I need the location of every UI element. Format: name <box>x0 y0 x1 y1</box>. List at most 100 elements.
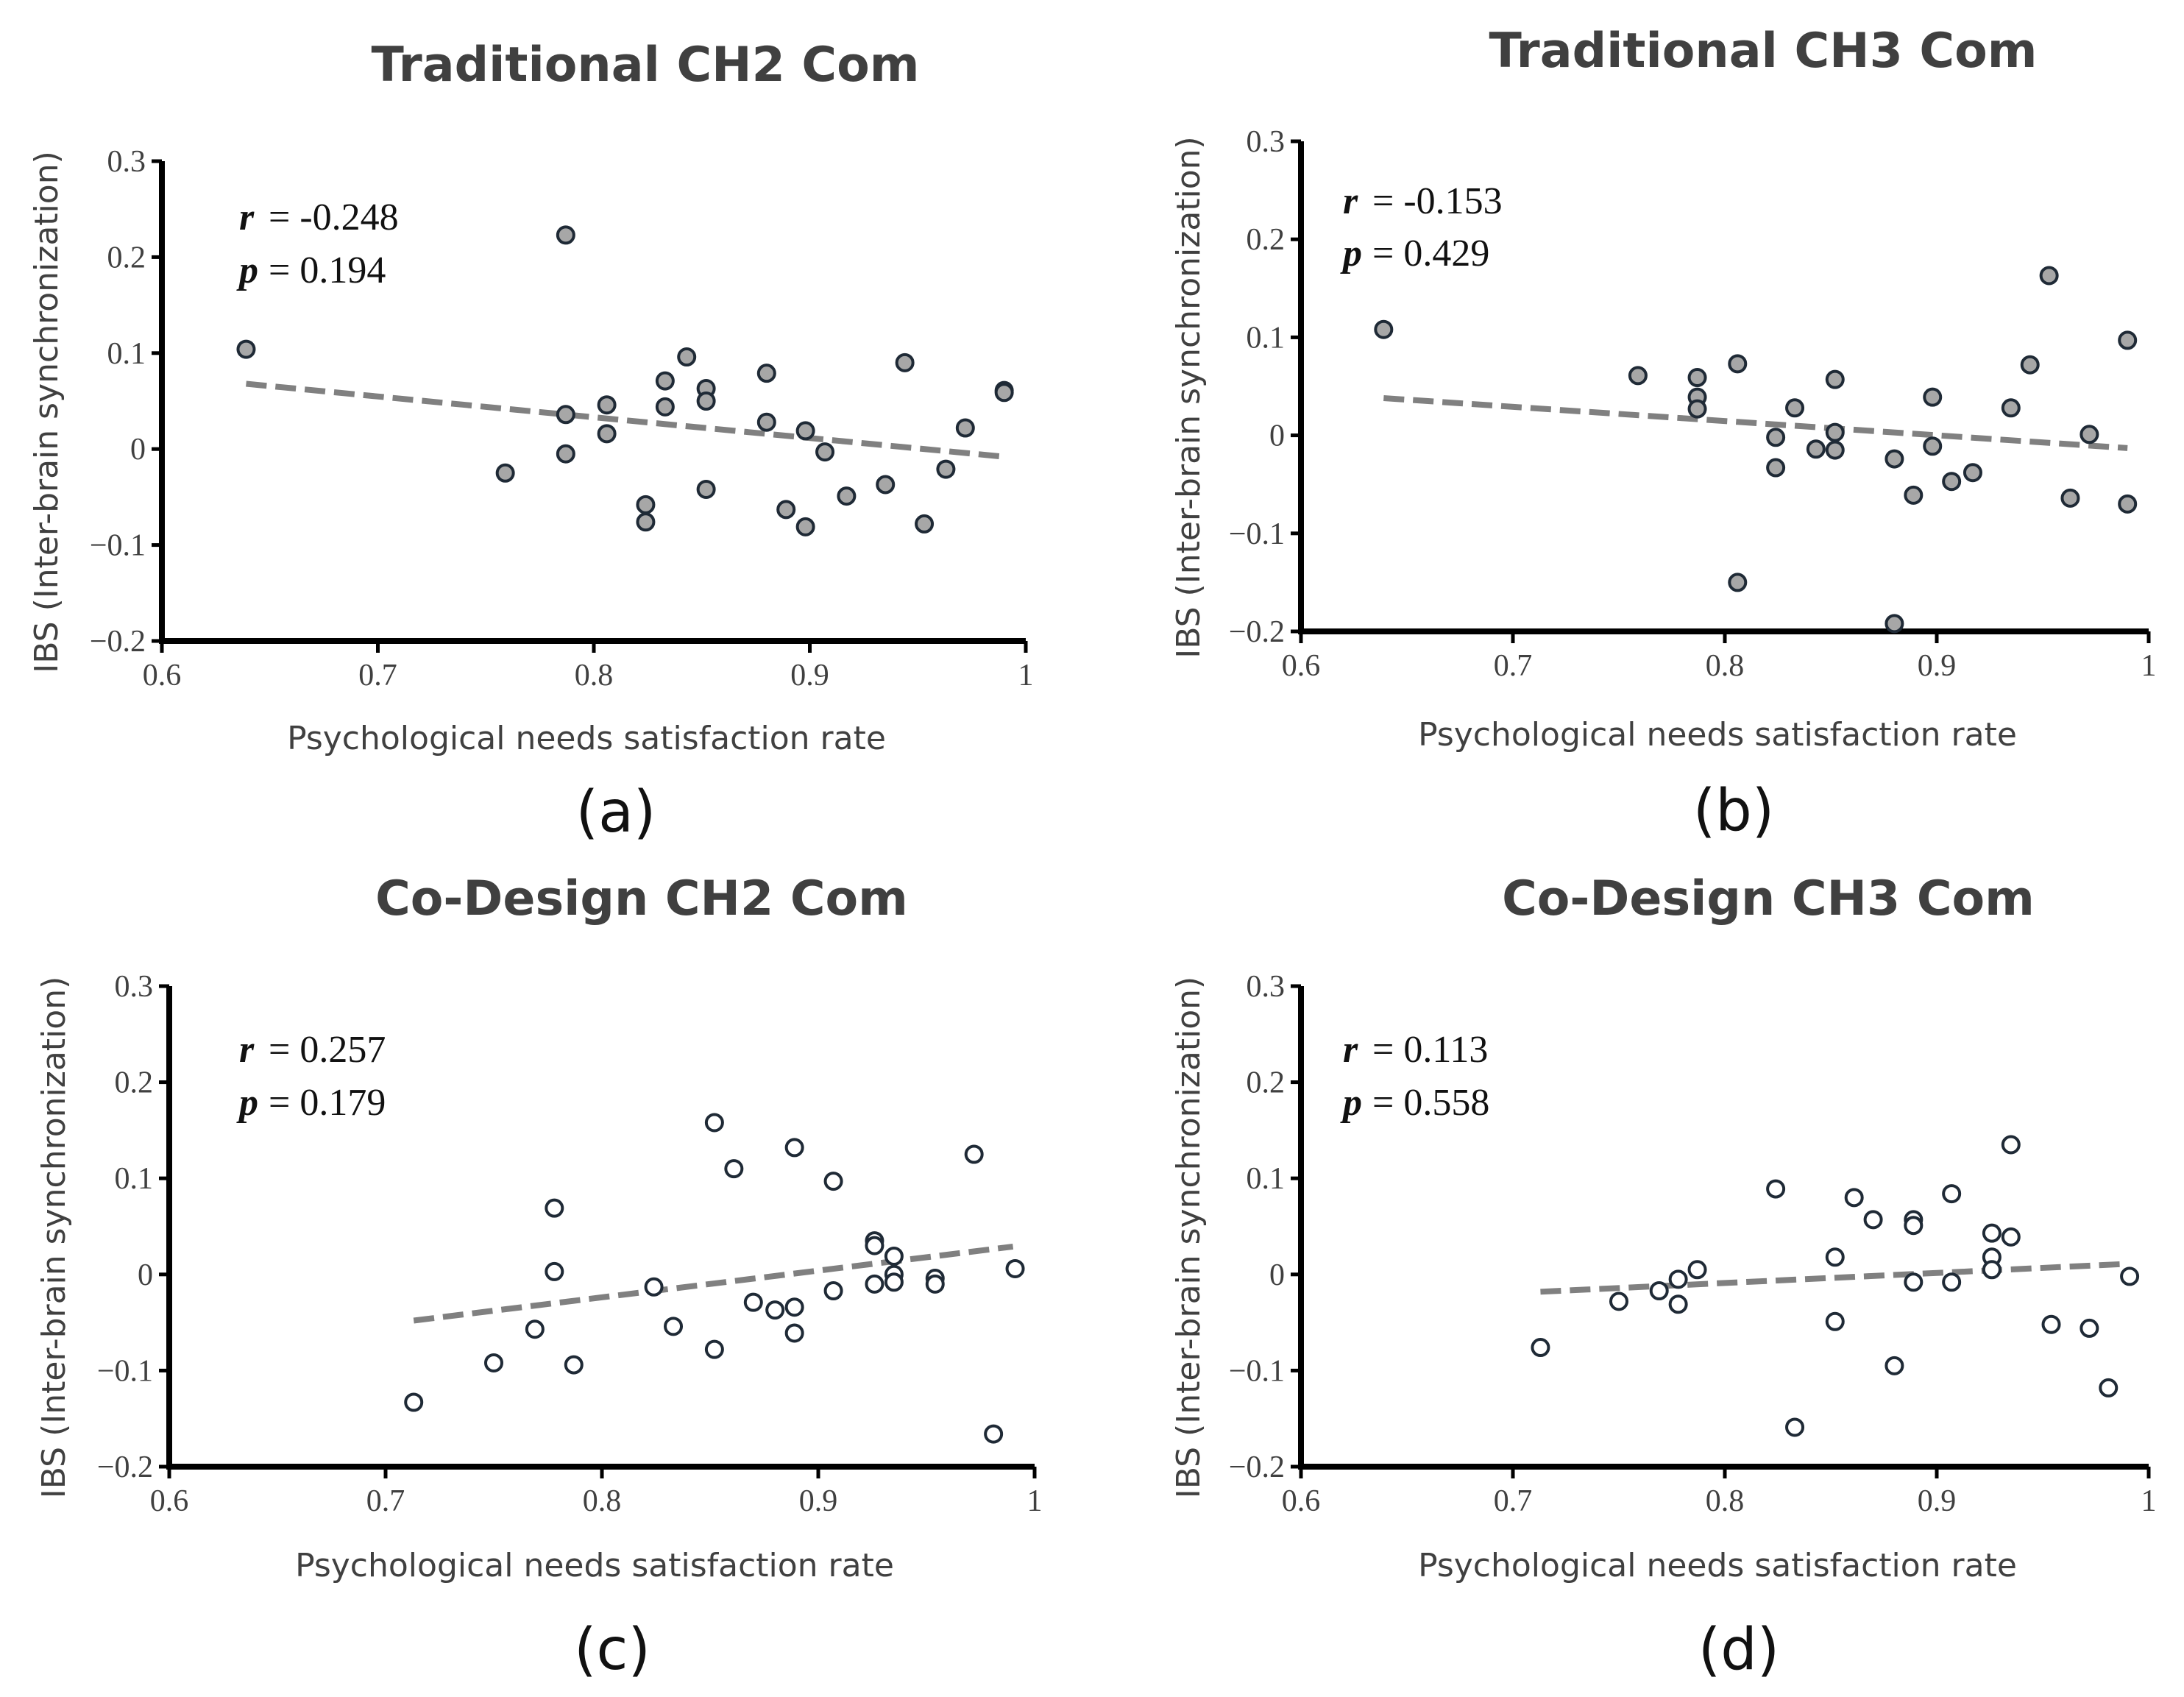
data-point <box>404 1392 424 1412</box>
x-tick-label: 0.6 <box>150 1484 189 1518</box>
data-point <box>936 459 956 479</box>
stat-r-label: r <box>1343 180 1358 222</box>
data-point <box>1863 1210 1883 1230</box>
x-axis-label: Psychological needs satisfaction rate <box>295 1547 894 1584</box>
data-point <box>1374 319 1394 339</box>
data-point <box>1825 1247 1845 1267</box>
y-axis-label: IBS (Inter-brain synchronization) <box>1170 977 1208 1498</box>
data-point <box>784 1138 804 1158</box>
data-point <box>815 442 835 462</box>
data-point <box>724 1159 744 1179</box>
data-point <box>2041 1314 2061 1334</box>
data-point <box>1766 1179 1786 1199</box>
data-point <box>2001 398 2021 418</box>
data-point <box>837 486 857 506</box>
data-point <box>644 1277 664 1297</box>
y-tick-label: −0.1 <box>97 1354 153 1388</box>
data-point <box>1904 1216 1924 1236</box>
data-point <box>876 475 896 495</box>
data-point <box>1668 1294 1688 1314</box>
x-tick-label: 0.9 <box>790 659 829 692</box>
data-point <box>2118 494 2138 514</box>
data-point <box>636 512 656 532</box>
x-tick-label: 0.9 <box>1918 649 1957 683</box>
data-point <box>1825 440 1845 460</box>
x-tick-label: 1 <box>2141 649 2157 683</box>
y-tick-label: 0.1 <box>115 1162 154 1196</box>
data-point <box>884 1272 904 1292</box>
x-tick-label: 0.8 <box>583 1484 622 1518</box>
data-point <box>1982 1223 2002 1243</box>
y-tick-label: −0.2 <box>97 1450 153 1484</box>
x-tick-label: 0.7 <box>1494 1484 1533 1518</box>
data-point <box>696 479 716 499</box>
x-tick-label: 0.9 <box>1918 1484 1957 1518</box>
x-axis-label: Psychological needs satisfaction rate <box>1418 716 2017 754</box>
y-tick-label: 0.3 <box>1247 125 1286 159</box>
data-point <box>525 1319 545 1339</box>
stat-r-value: = -0.248 <box>269 196 399 238</box>
data-point <box>1885 614 1904 634</box>
data-point <box>1904 1272 1924 1292</box>
data-point <box>1885 1356 1904 1375</box>
data-point <box>895 352 915 372</box>
y-tick-label: −0.2 <box>1229 615 1285 649</box>
data-point <box>1687 1260 1707 1280</box>
panel-subcaption: (b) <box>1693 778 1774 844</box>
data-point <box>484 1353 503 1372</box>
data-point <box>955 418 975 438</box>
x-tick-label: 0.9 <box>799 1484 838 1518</box>
panel-subcaption: (d) <box>1698 1617 1779 1683</box>
data-point <box>865 1274 884 1294</box>
data-point <box>784 1297 804 1317</box>
y-tick-label: 0.2 <box>1247 223 1286 257</box>
data-point <box>597 395 617 415</box>
data-point <box>984 1424 1004 1444</box>
data-point <box>677 347 697 367</box>
y-tick-label: 0.2 <box>1247 1066 1286 1100</box>
y-tick-label: 0.2 <box>115 1066 154 1100</box>
data-point <box>704 1339 724 1359</box>
data-point <box>1628 366 1648 386</box>
data-point <box>1806 439 1826 459</box>
y-axis-label: IBS (Inter-brain synchronization) <box>35 977 73 1498</box>
chart-title: Co-Design CH2 Com <box>375 871 908 927</box>
data-point <box>865 1236 884 1255</box>
data-point <box>1844 1188 1864 1208</box>
stat-p-value: = 0.429 <box>1372 233 1489 274</box>
data-point <box>756 364 776 383</box>
data-point <box>884 1246 904 1266</box>
data-point <box>2001 1227 2021 1247</box>
data-point <box>2099 1378 2119 1397</box>
x-tick-label: 1 <box>1018 659 1034 692</box>
y-tick-label: −0.2 <box>90 625 146 659</box>
stat-p-value: = 0.179 <box>269 1082 386 1124</box>
data-point <box>597 424 617 444</box>
data-point <box>1531 1338 1550 1358</box>
y-tick-label: 0.3 <box>115 970 154 1004</box>
x-axis-label: Psychological needs satisfaction rate <box>1418 1547 2017 1584</box>
data-point <box>1923 436 1943 456</box>
data-point <box>556 225 575 245</box>
x-tick-label: 0.8 <box>575 659 614 692</box>
data-point <box>655 371 675 391</box>
data-point <box>915 514 935 534</box>
trend-line <box>1540 1261 2128 1295</box>
chart-title: Traditional CH3 Com <box>1489 24 2037 79</box>
x-tick-label: 1 <box>2141 1484 2157 1518</box>
data-point <box>556 405 575 425</box>
y-axis-label: IBS (Inter-brain synchronization) <box>28 151 65 673</box>
y-tick-label: 0 <box>130 433 146 467</box>
data-point <box>2080 1318 2099 1338</box>
x-axis-label: Psychological needs satisfaction rate <box>287 720 886 757</box>
data-point <box>1766 428 1786 447</box>
data-point <box>823 1172 843 1191</box>
data-point <box>994 383 1014 403</box>
y-tick-label: 0.1 <box>107 337 146 371</box>
data-point <box>2060 488 2080 508</box>
x-tick-label: 0.8 <box>1706 1484 1745 1518</box>
data-point <box>1825 369 1845 389</box>
data-point <box>795 421 815 441</box>
data-point <box>1766 458 1786 478</box>
